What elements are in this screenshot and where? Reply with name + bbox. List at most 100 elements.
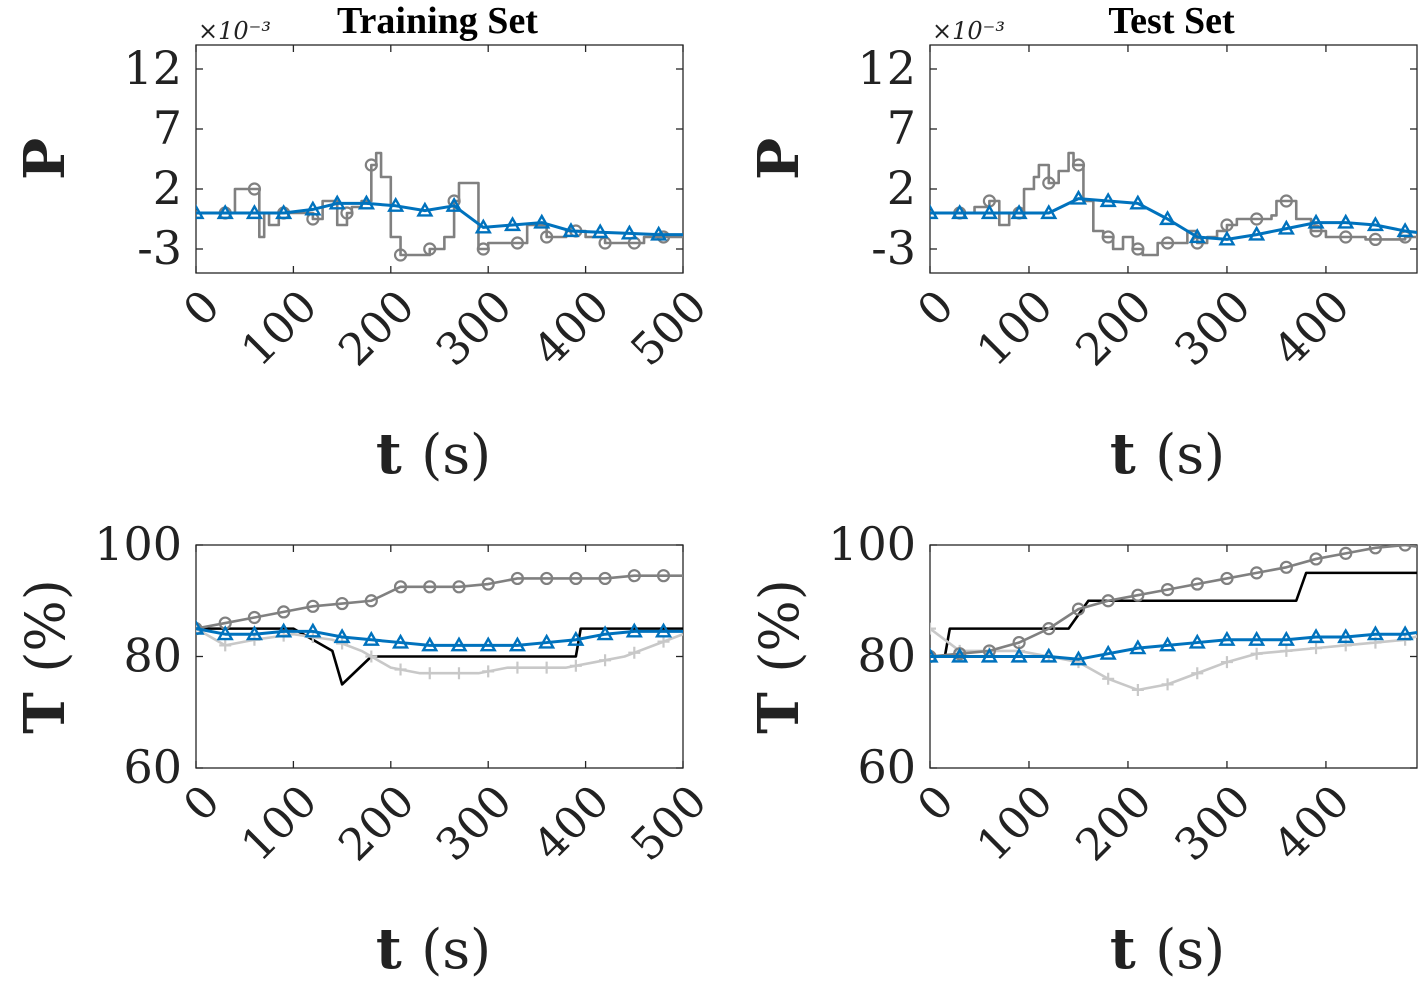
circle-marker — [1131, 588, 1145, 602]
x-tick-label: 100 — [967, 776, 1062, 871]
circle-marker — [1279, 194, 1293, 208]
x-axis-label: t (s) — [1110, 916, 1225, 982]
y-axis-label-unit: (%) — [748, 579, 811, 672]
axes-frame — [195, 44, 684, 274]
triangle-marker — [567, 630, 585, 646]
series-dark-circles — [196, 569, 683, 636]
x-tick-label: 300 — [1165, 281, 1260, 376]
plus-marker — [1191, 667, 1204, 680]
circle-marker — [510, 236, 525, 250]
circle-marker — [1368, 545, 1383, 555]
plus-marker — [628, 646, 641, 659]
triangle-marker — [625, 622, 643, 638]
axes-frame — [929, 44, 1418, 274]
triangle-marker — [245, 204, 264, 220]
circle-marker — [1279, 560, 1293, 574]
axis-exponent-label: ×10⁻³ — [198, 17, 271, 45]
series-blue-triangles — [196, 619, 683, 652]
triangle-marker — [508, 636, 526, 652]
y-axis-label: T (%) — [12, 579, 78, 734]
plus-marker — [657, 635, 670, 648]
triangle-marker — [1396, 625, 1414, 641]
triangle-marker — [1188, 228, 1206, 244]
plus-marker — [1161, 678, 1174, 691]
x-tick-label: 200 — [1066, 776, 1161, 871]
series-line-dark-circles — [196, 574, 683, 630]
x-axis-label: t (s) — [1110, 421, 1225, 487]
triangle-marker — [1099, 644, 1117, 660]
triangle-marker — [538, 633, 556, 649]
circle-marker — [1339, 546, 1353, 560]
circle-marker — [1071, 158, 1086, 172]
triangle-marker — [620, 224, 638, 240]
y-axis-label: P — [746, 138, 812, 180]
triangle-marker — [654, 622, 673, 638]
triangle-marker — [391, 633, 410, 649]
plot-area — [930, 151, 1417, 257]
triangle-marker — [591, 223, 609, 239]
plot-area — [930, 545, 1417, 696]
x-axis-label-var: t — [376, 916, 421, 982]
triangle-marker — [951, 204, 969, 220]
x-tick-label: 500 — [621, 281, 716, 376]
circle-marker — [364, 594, 378, 608]
triangle-marker — [421, 636, 439, 652]
series-light-plus — [930, 622, 1417, 696]
triangle-marker — [1307, 213, 1325, 229]
y-axis-label-var: P — [12, 138, 78, 180]
triangle-marker — [533, 213, 551, 229]
triangle-marker — [1277, 219, 1295, 235]
x-tick-label: 500 — [621, 776, 716, 871]
x-axis-label-var: t — [1110, 421, 1155, 487]
circle-marker — [247, 182, 262, 196]
triangle-marker — [1069, 189, 1088, 205]
triangle-marker — [1277, 630, 1295, 646]
triangle-marker — [362, 630, 380, 646]
circle-marker — [1160, 236, 1175, 250]
x-tick-label: 0 — [908, 281, 964, 337]
triangle-marker — [980, 647, 998, 663]
x-axis-label-unit: (s) — [421, 918, 491, 981]
x-tick-label: 300 — [427, 776, 522, 871]
circle-marker — [1250, 566, 1264, 580]
plus-marker — [511, 661, 524, 674]
triangle-marker — [1158, 210, 1177, 226]
x-tick-label: 300 — [427, 281, 522, 376]
circle-marker — [569, 571, 583, 586]
y-tick-label: 7 — [153, 101, 182, 155]
circle-marker — [1101, 230, 1115, 244]
triangle-marker — [304, 200, 322, 216]
y-tick-label: 60 — [123, 740, 182, 794]
circle-marker — [423, 580, 437, 594]
plus-marker — [1280, 644, 1293, 657]
plus-marker — [423, 667, 436, 680]
plus-marker — [1310, 642, 1323, 655]
plus-marker — [599, 654, 612, 667]
y-tick-label: 12 — [857, 41, 916, 95]
triangle-marker — [930, 204, 939, 220]
triangle-marker — [1248, 630, 1266, 646]
triangle-marker — [1396, 222, 1414, 238]
plus-marker — [219, 639, 232, 652]
triangle-marker — [275, 204, 293, 220]
triangle-marker — [1218, 630, 1236, 646]
plus-marker — [1131, 683, 1144, 696]
circle-marker — [1339, 230, 1353, 244]
circle-marker — [1131, 242, 1145, 256]
y-tick-label: 80 — [123, 629, 182, 683]
triangle-marker — [1158, 636, 1177, 652]
series-blue-triangles — [930, 625, 1417, 666]
x-tick-label: 200 — [1066, 281, 1161, 376]
x-tick-label: 400 — [1264, 776, 1359, 871]
x-axis-label-unit: (s) — [1155, 423, 1225, 486]
panel-1: 0 100 200 300 400 500 -3 2 7 12 Training Set ×10⁻³ t… — [12, 0, 717, 487]
triangle-marker — [1069, 650, 1088, 666]
series-dark-circles — [930, 151, 1417, 257]
x-tick-label: 400 — [524, 776, 619, 871]
y-tick-label: 60 — [857, 740, 916, 794]
circle-marker — [247, 610, 262, 625]
circle-marker — [476, 242, 490, 256]
circle-marker — [364, 158, 378, 172]
triangle-marker — [650, 225, 668, 241]
